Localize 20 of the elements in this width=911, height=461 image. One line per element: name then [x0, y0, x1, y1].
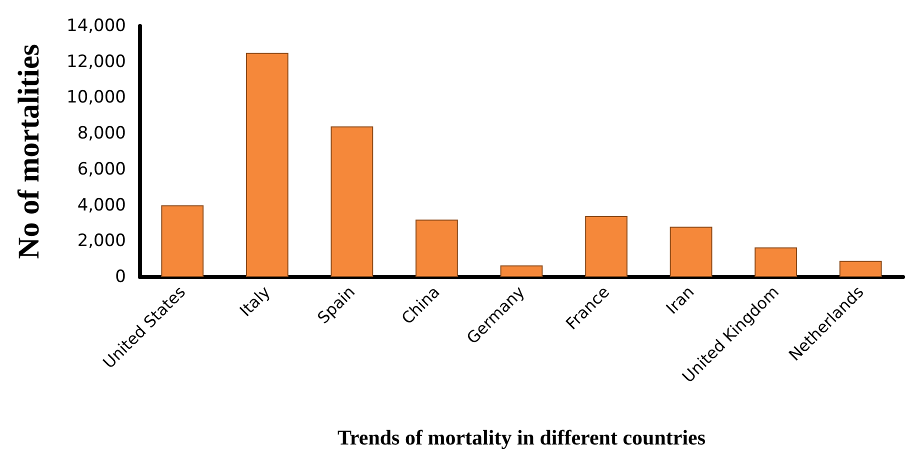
bar [839, 260, 882, 277]
y-tick-label: 12,000 [66, 52, 126, 72]
bar [754, 247, 798, 277]
bar [585, 216, 628, 277]
y-tick-label: 2,000 [77, 231, 126, 252]
y-tick-label: 4,000 [77, 195, 126, 216]
y-tick-label: 8,000 [77, 124, 126, 144]
x-tick-label: Iran [662, 282, 698, 318]
bar [246, 52, 288, 277]
y-tick-label: 14,000 [66, 16, 126, 36]
bar [500, 265, 543, 277]
y-tick-label: 10,000 [66, 88, 126, 108]
bar [416, 220, 458, 277]
bar [161, 205, 204, 277]
y-tick-label: 0 [115, 267, 126, 287]
y-tick-label: 6,000 [77, 159, 126, 180]
bar [330, 126, 374, 277]
x-axis-title: Trends of mortality in different countries [337, 426, 706, 450]
bar [670, 226, 712, 277]
y-axis-title: No of mortalities [12, 44, 46, 259]
